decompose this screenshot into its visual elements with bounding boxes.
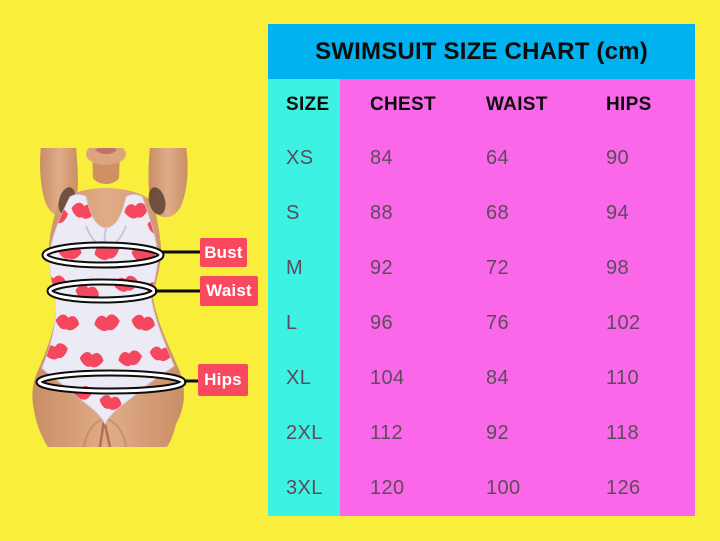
chest-cell: 92: [340, 241, 458, 296]
size-chart-title: SWIMSUIT SIZE CHART (cm): [268, 24, 695, 79]
table-header-row: SIZE CHEST WAIST HIPS: [268, 79, 695, 131]
waist-cell: 72: [458, 241, 580, 296]
model-figure-area: Bust Waist Hips: [0, 0, 268, 541]
bust-ring: [41, 241, 165, 269]
hips-cell: 94: [580, 186, 695, 241]
chest-cell: 96: [340, 296, 458, 351]
size-cell: L: [268, 296, 340, 351]
table-row: XL 104 84 110: [268, 351, 695, 406]
waist-cell: 68: [458, 186, 580, 241]
size-cell: S: [268, 186, 340, 241]
column-header-chest: CHEST: [340, 79, 458, 131]
table-row: XS 84 64 90: [268, 131, 695, 186]
waist-cell: 76: [458, 296, 580, 351]
chest-cell: 112: [340, 406, 458, 461]
waist-cell: 84: [458, 351, 580, 406]
waist-cell: 64: [458, 131, 580, 186]
waist-label: Waist: [200, 276, 258, 306]
column-header-hips: HIPS: [580, 79, 695, 131]
model-photo-illustration: [32, 148, 200, 447]
chest-cell: 84: [340, 131, 458, 186]
hips-cell: 110: [580, 351, 695, 406]
hips-cell: 102: [580, 296, 695, 351]
table-row: L 96 76 102: [268, 296, 695, 351]
size-cell: M: [268, 241, 340, 296]
hips-cell: 118: [580, 406, 695, 461]
size-cell: XL: [268, 351, 340, 406]
hips-cell: 98: [580, 241, 695, 296]
table-row: 3XL 120 100 126: [268, 461, 695, 516]
waist-cell: 100: [458, 461, 580, 516]
hips-ring: [35, 369, 187, 395]
table-row: S 88 68 94: [268, 186, 695, 241]
chest-cell: 120: [340, 461, 458, 516]
column-header-size: SIZE: [268, 79, 340, 131]
waist-ring: [46, 278, 158, 304]
table-row: 2XL 112 92 118: [268, 406, 695, 461]
column-header-waist: WAIST: [458, 79, 580, 131]
hips-cell: 126: [580, 461, 695, 516]
bust-label: Bust: [200, 238, 247, 267]
size-cell: XS: [268, 131, 340, 186]
size-cell: 2XL: [268, 406, 340, 461]
chest-cell: 104: [340, 351, 458, 406]
size-chart-table: SWIMSUIT SIZE CHART (cm) SIZE CHEST WAIS…: [268, 24, 695, 516]
hips-cell: 90: [580, 131, 695, 186]
table-row: M 92 72 98: [268, 241, 695, 296]
waist-cell: 92: [458, 406, 580, 461]
label-connector-lines: [155, 250, 200, 383]
hips-label: Hips: [198, 364, 248, 396]
size-cell: 3XL: [268, 461, 340, 516]
chest-cell: 88: [340, 186, 458, 241]
